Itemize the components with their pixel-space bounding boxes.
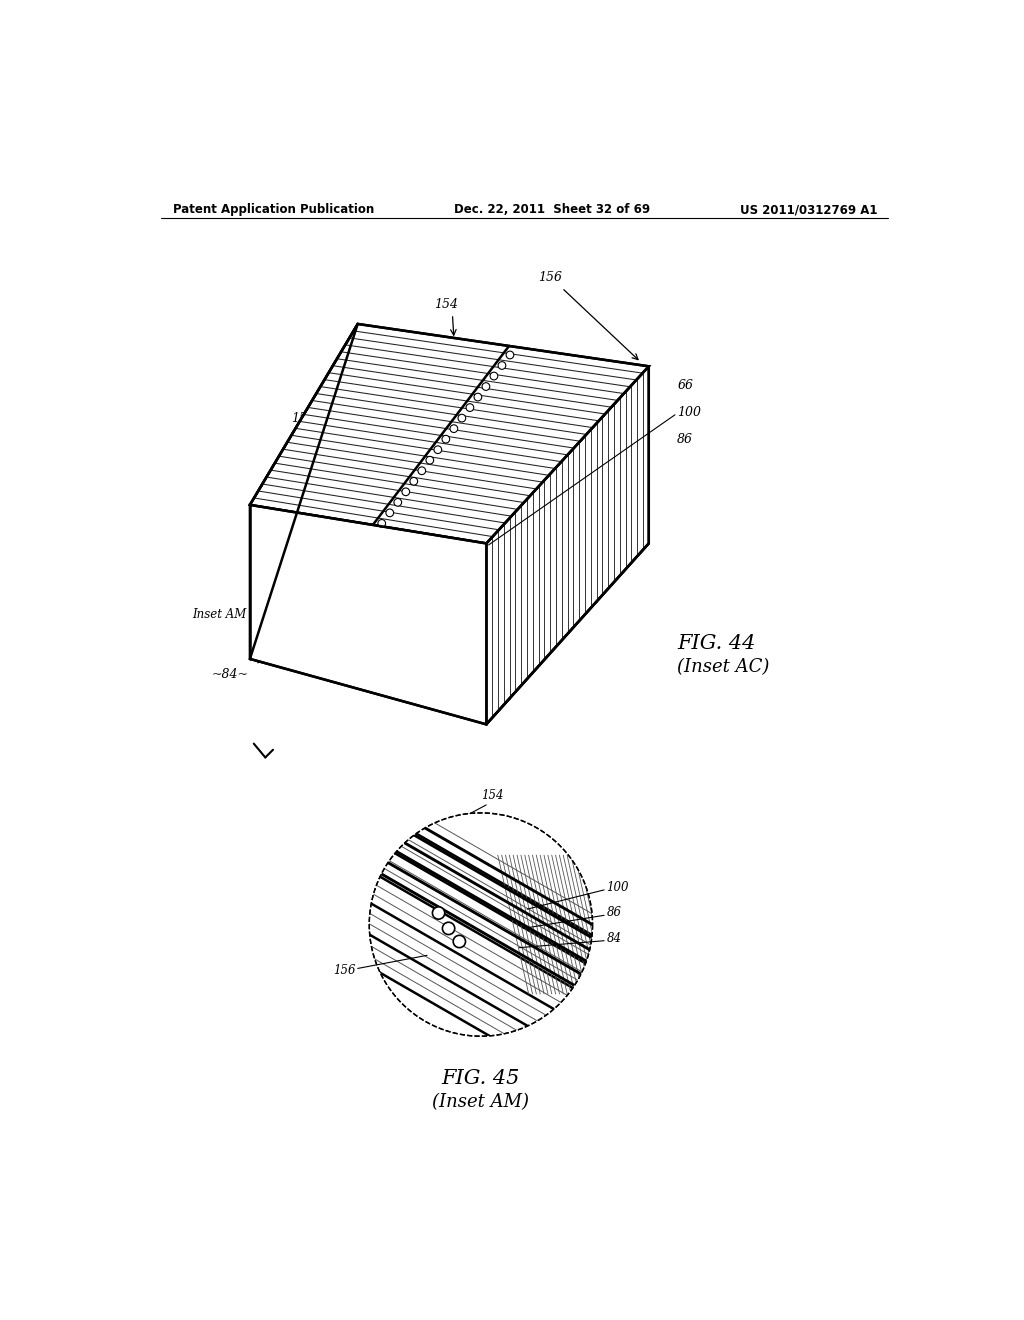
Circle shape (498, 362, 506, 370)
Circle shape (454, 936, 466, 948)
Text: 86: 86 (606, 907, 622, 920)
Circle shape (458, 414, 466, 422)
Polygon shape (250, 506, 486, 725)
Text: Inset AM: Inset AM (193, 607, 247, 620)
Text: 152: 152 (381, 652, 403, 665)
Circle shape (434, 446, 441, 454)
Text: (Inset AC): (Inset AC) (677, 657, 770, 676)
Circle shape (378, 520, 386, 527)
Circle shape (442, 436, 450, 444)
Text: 150: 150 (497, 983, 519, 997)
Circle shape (490, 372, 498, 380)
Circle shape (386, 510, 393, 516)
Text: FIG. 45: FIG. 45 (441, 1069, 520, 1088)
Circle shape (442, 923, 455, 935)
Text: 100: 100 (677, 407, 701, 418)
Text: 150: 150 (381, 634, 403, 647)
Text: 156: 156 (292, 412, 315, 425)
Circle shape (482, 383, 489, 391)
Circle shape (506, 351, 514, 359)
Text: ~84~: ~84~ (211, 668, 249, 681)
Text: 100: 100 (606, 880, 629, 894)
Text: Patent Application Publication: Patent Application Publication (173, 203, 374, 216)
Circle shape (402, 488, 410, 495)
Text: 151: 151 (451, 970, 473, 983)
Circle shape (394, 499, 401, 506)
Text: FIG. 44: FIG. 44 (677, 634, 756, 653)
Text: (Inset AM): (Inset AM) (432, 1093, 529, 1110)
Circle shape (432, 907, 444, 919)
Circle shape (474, 393, 481, 401)
Text: 152: 152 (458, 895, 480, 908)
Text: 84: 84 (606, 932, 622, 945)
Text: 154: 154 (481, 789, 504, 803)
Polygon shape (486, 367, 649, 725)
Circle shape (410, 478, 418, 486)
Text: 156: 156 (539, 271, 562, 284)
Text: 86: 86 (677, 433, 693, 446)
Circle shape (450, 425, 458, 433)
Circle shape (418, 467, 426, 475)
Circle shape (426, 457, 434, 465)
Text: 156: 156 (333, 964, 355, 977)
Text: US 2011/0312769 A1: US 2011/0312769 A1 (740, 203, 878, 216)
Text: Dec. 22, 2011  Sheet 32 of 69: Dec. 22, 2011 Sheet 32 of 69 (454, 203, 650, 216)
Text: 153: 153 (477, 1020, 500, 1034)
Polygon shape (250, 323, 649, 544)
Text: 154: 154 (434, 298, 459, 312)
Circle shape (466, 404, 474, 412)
Circle shape (370, 813, 593, 1036)
Text: 66: 66 (677, 379, 693, 392)
